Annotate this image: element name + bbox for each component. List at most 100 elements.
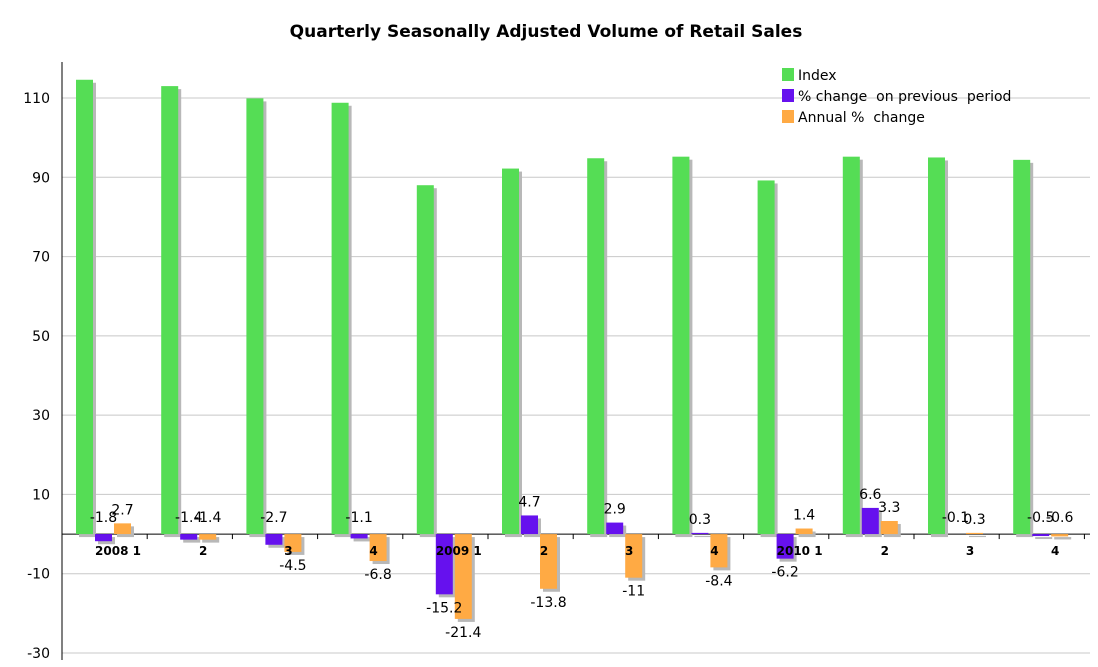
- data-label-s2-c1: -1.4: [194, 510, 221, 526]
- bars: [76, 79, 1072, 622]
- bar-s2-c4: [454, 534, 472, 619]
- x-tick-label-6: 3: [625, 544, 633, 558]
- bar-s0-c10: [928, 157, 945, 535]
- x-tick-label-4: 2009 1: [436, 544, 482, 558]
- data-label-s1-c7: 0.3: [689, 512, 711, 528]
- bar-s0-c11: [1013, 159, 1031, 535]
- bar-s0-c0: [76, 79, 93, 535]
- data-label-s2-c2: -4.5: [279, 558, 306, 574]
- data-label-s2-c4: -21.4: [445, 625, 481, 641]
- bar-s0-c1: [161, 86, 179, 535]
- data-label-s1-c2: -2.7: [260, 510, 287, 526]
- data-label-s2-c11: -0.6: [1046, 510, 1073, 526]
- bar-s2-c2: [284, 534, 302, 552]
- bar-s1-c9: [861, 507, 879, 535]
- bar-s1-c1: [180, 534, 198, 540]
- data-label-s2-c0: 2.7: [111, 502, 133, 518]
- x-tick-label-9: 2: [881, 544, 889, 558]
- bar-s0-c6: [587, 158, 605, 535]
- bar-s2-c8: [795, 528, 813, 535]
- bar-s0-c2: [246, 98, 264, 535]
- x-tick-label-10: 3: [966, 544, 974, 558]
- data-label-s1-c6: 2.9: [604, 502, 626, 518]
- chart-title: Quarterly Seasonally Adjusted Volume of …: [290, 22, 803, 42]
- data-label-s1-c1: -1.4: [175, 510, 202, 526]
- bar-s2-c0: [114, 523, 131, 535]
- bar-shadow-s1-c3: [353, 537, 371, 542]
- data-label-s2-c5: -13.8: [530, 595, 566, 611]
- y-axis-tick-labels: 110 90 70 50 30 10 -10 -30: [23, 91, 50, 662]
- data-label-s1-c0: -1.8: [90, 510, 117, 526]
- axes: [61, 62, 1090, 660]
- data-label-s1-c5: 4.7: [518, 494, 540, 510]
- bar-shadow-s2-c11: [1054, 537, 1072, 540]
- data-label-s2-c6: -11: [622, 584, 645, 600]
- bar-s1-c0: [95, 534, 112, 542]
- data-label-s2-c10: 0.3: [963, 512, 985, 528]
- y-tick-label-1: 90: [32, 170, 50, 186]
- data-label-s2-c8: 1.4: [793, 508, 815, 524]
- x-tick-label-0: 2008 1: [95, 544, 141, 558]
- x-tick-label-11: 4: [1051, 544, 1059, 558]
- bar-s1-c7: [691, 532, 709, 535]
- gridlines: [62, 97, 1090, 654]
- bar-s0-c8: [757, 180, 775, 535]
- y-tick-label-6: -10: [27, 567, 50, 583]
- y-tick-label-2: 70: [32, 250, 50, 266]
- x-tick-label-5: 2: [540, 544, 548, 558]
- legend-label-0: Index: [798, 68, 837, 84]
- bar-s1-c4: [435, 534, 453, 595]
- bar-s1-c5: [521, 515, 538, 535]
- x-tick-label-3: 4: [369, 544, 377, 558]
- x-tick-label-1: 2: [199, 544, 207, 558]
- bar-s2-c1: [199, 534, 217, 540]
- bar-s1-c8: [776, 534, 794, 559]
- x-tick-label-8: 2010 1: [777, 544, 823, 558]
- bar-s2-c11: [1051, 534, 1069, 537]
- bar-shadow-s2-c1: [202, 537, 220, 543]
- bar-s0-c9: [842, 156, 860, 535]
- bar-s0-c3: [331, 102, 349, 535]
- y-tick-label-0: 110: [23, 91, 50, 107]
- y-tick-label-5: 10: [32, 487, 50, 503]
- legend: Index % change on previous period Annual %…: [782, 68, 1011, 126]
- data-label-s1-c9: 6.6: [859, 487, 881, 503]
- bar-s2-c9: [880, 520, 898, 535]
- y-tick-label-7: -30: [27, 646, 50, 662]
- data-label-s1-c11: -0.5: [1027, 510, 1054, 526]
- data-label-s1-c4: -15.2: [426, 600, 462, 616]
- bar-s2-c5: [540, 534, 557, 589]
- bar-s1-c11: [1032, 534, 1050, 537]
- bar-s2-c7: [710, 534, 728, 568]
- data-label-s1-c8: -6.2: [771, 565, 798, 581]
- bar-s1-c2: [265, 534, 283, 545]
- legend-swatch-0: [782, 68, 794, 81]
- bar-shadow-s1-c1: [183, 537, 201, 543]
- y-tick-label-3: 50: [32, 329, 50, 345]
- data-label-s2-c3: -6.8: [364, 567, 391, 583]
- y-tick-label-4: 30: [32, 408, 50, 424]
- data-label-s1-c10: -0.1: [942, 510, 969, 526]
- bar-s0-c7: [672, 156, 690, 535]
- bar-s0-c5: [502, 168, 519, 535]
- bar-s1-c3: [350, 534, 368, 539]
- bar-shadow-s1-c11: [1035, 537, 1053, 540]
- legend-swatch-2: [782, 110, 794, 123]
- data-label-s1-c3: -1.1: [345, 510, 372, 526]
- bar-s1-c6: [606, 522, 624, 535]
- legend-label-1: % change on previous period: [798, 89, 1011, 105]
- bar-shadow-s2-c10: [969, 535, 986, 538]
- data-label-s2-c9: 3.3: [878, 500, 900, 516]
- data-label-s2-c7: -8.4: [705, 573, 732, 589]
- bar-s2-c6: [625, 534, 643, 578]
- bar-s0-c4: [416, 185, 434, 535]
- data-labels: -1.8 -1.4 -2.7 -1.1 -15.2 4.7 2.9 0.3 -6.2 6.6 -0.…: [90, 487, 1074, 641]
- bar-s2-c10: [966, 532, 983, 535]
- x-tick-label-7: 4: [710, 544, 718, 558]
- x-axis-tick-labels: 2008 1 2 3 4 2009 1 2 3 4 2010 1 2 3 4: [95, 544, 1059, 558]
- bar-s2-c3: [369, 534, 387, 562]
- bar-shadow-s2-c8: [798, 531, 816, 538]
- legend-swatch-1: [782, 89, 794, 102]
- x-tick-label-2: 3: [284, 544, 292, 558]
